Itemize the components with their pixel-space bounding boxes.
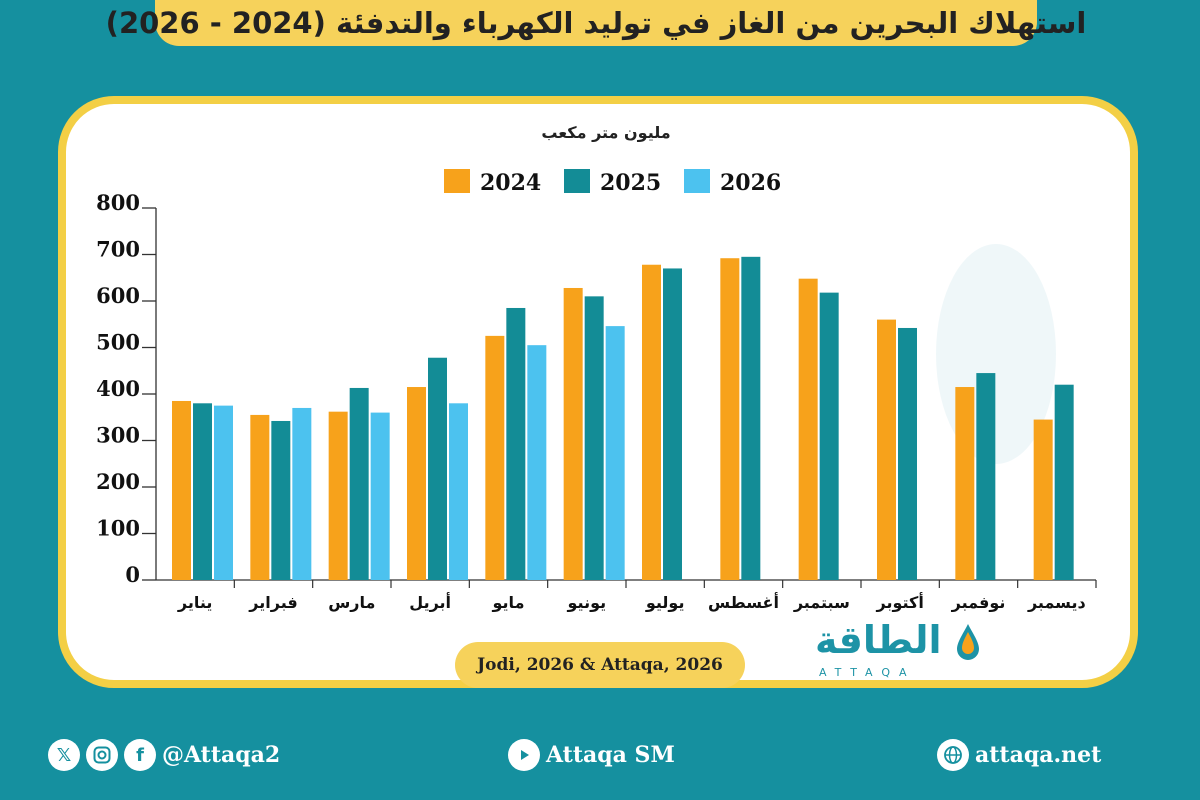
youtube-link[interactable]: Attaqa SM [508,732,675,778]
x-tick-label: أغسطس [708,592,779,612]
bar-2025-2 [271,420,291,580]
bar-2026-5 [527,345,547,580]
bar-2025-8 [741,256,761,580]
x-tick-label: سبتمبر [793,593,850,612]
chart-card: 0 100 200 300 400 500 600 700 800 مليون متر مكعب ي… [58,96,1138,688]
social-links: 𝕏 f @Attaqa2 [48,732,280,778]
bar-2024-5 [485,335,505,580]
bar-2024-12 [1033,419,1053,580]
bar-2025-5 [506,307,526,580]
chart-title: استهلاك البحرين من الغاز في توليد الكهرب… [105,6,1087,40]
x-tick-label: فبراير [248,593,297,612]
bar-2024-8 [720,258,740,580]
y-tick-label: 0 [125,562,140,587]
bar-2025-7 [663,268,682,580]
bar-2026-4 [449,403,468,580]
legend-swatch-2024 [444,169,470,193]
bar-2024-2 [250,414,270,580]
bar-2026-3 [370,412,390,580]
y-tick-label: 200 [96,469,140,494]
source-label: Jodi, 2026 & Attaqa, 2026 [455,642,745,688]
bar-2025-6 [584,296,604,580]
bar-2024-9 [798,278,818,580]
website-url[interactable]: attaqa.net [975,742,1102,768]
y-tick-label: 600 [96,283,140,308]
logo-arabic: الطاقة [815,618,942,662]
y-axis-title: مليون متر مكعب [541,123,670,142]
bar-2025-1 [193,403,212,580]
bar-2026-1 [214,405,233,580]
youtube-channel[interactable]: Attaqa SM [546,742,675,768]
legend-label-2024: 2024 [480,170,541,196]
bar-2024-4 [407,387,426,580]
x-tick-label: ديسمبر [1027,593,1086,612]
source-text: Jodi, 2026 & Attaqa, 2026 [477,655,723,675]
facebook-icon[interactable]: f [124,739,156,771]
x-icon[interactable]: 𝕏 [48,739,80,771]
instagram-icon[interactable] [86,739,118,771]
bar-2024-7 [642,264,661,580]
attaqa-logo: الطاقة ATTAQA [805,618,995,688]
x-tick-label: يونيو [567,593,607,612]
x-tick-label: يوليو [645,593,685,612]
globe-icon[interactable] [937,739,969,771]
bar-2024-3 [328,411,348,580]
title-banner: استهلاك البحرين من الغاز في توليد الكهرب… [106,0,1086,46]
bar-2025-10 [898,327,917,580]
x-tick-label: أكتوبر [876,592,924,612]
bar-2025-3 [349,387,369,580]
bar-2025-11 [976,373,996,580]
youtube-icon[interactable] [508,739,540,771]
bar-2025-4 [428,357,447,580]
x-tick-label: مارس [328,593,375,612]
x-tick-label: أبريل [409,592,451,612]
bar-chart: 0 100 200 300 400 500 600 700 800 مليون متر مكعب ي… [96,123,1097,612]
bar-2025-9 [819,292,839,580]
logo-latin: ATTAQA [819,666,916,679]
legend-swatch-2026 [684,169,710,193]
bar-2025-12 [1054,384,1074,580]
bar-2026-2 [292,407,312,580]
bar-2026-6 [605,326,625,580]
legend-label-2025: 2025 [600,170,661,196]
y-tick-label: 700 [96,237,140,262]
y-tick-label: 300 [96,423,140,448]
bar-2024-1 [172,400,191,580]
x-tick-label: مايو [492,593,525,612]
y-tick-label: 500 [96,330,140,355]
bar-2024-10 [877,319,896,580]
drop-icon [957,624,979,660]
x-tick-label: يناير [177,593,213,612]
legend-swatch-2025 [564,169,590,193]
bar-2024-6 [563,287,583,580]
bar-2024-11 [955,387,975,580]
website-link[interactable]: attaqa.net [937,732,1101,778]
social-handle[interactable]: @Attaqa2 [162,742,281,768]
y-tick-label: 400 [96,376,140,401]
legend-label-2026: 2026 [720,170,781,196]
y-tick-label: 800 [96,190,140,215]
x-tick-label: نوفمبر [951,593,1006,612]
y-tick-label: 100 [96,516,140,541]
